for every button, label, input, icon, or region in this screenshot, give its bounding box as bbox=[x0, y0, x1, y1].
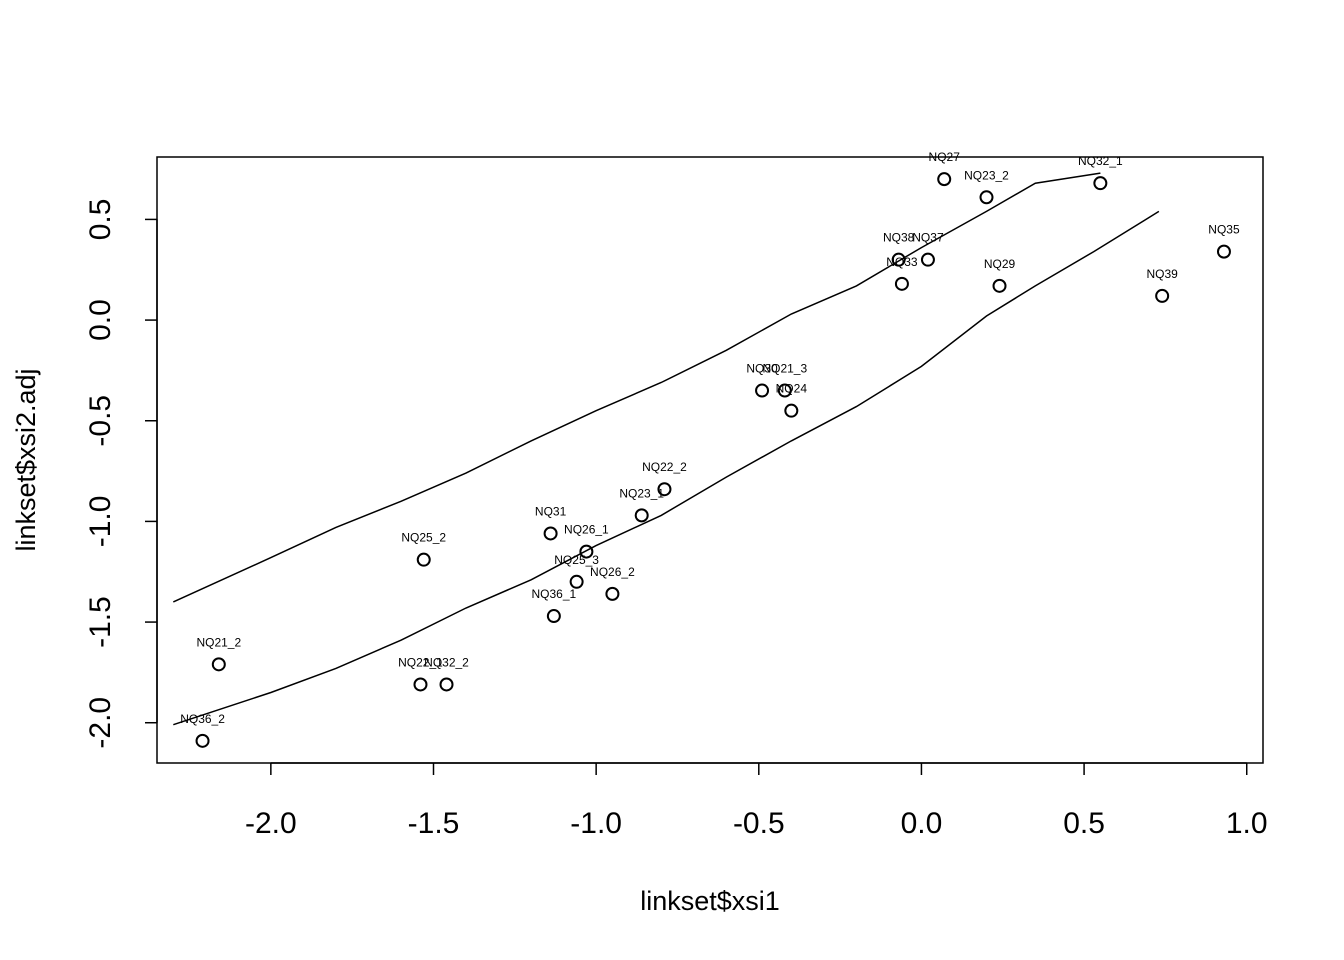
data-point bbox=[1093, 176, 1108, 191]
data-point bbox=[416, 552, 431, 567]
point-label: NQ25_2 bbox=[401, 531, 446, 545]
data-point bbox=[195, 733, 210, 748]
data-point bbox=[439, 677, 454, 692]
x-tick-label: -2.0 bbox=[245, 807, 297, 840]
data-point bbox=[1155, 288, 1170, 303]
point-label: NQ32_2 bbox=[424, 655, 469, 669]
y-tick-label: -1.5 bbox=[84, 596, 117, 648]
regression-lines bbox=[172, 172, 1160, 726]
point-label: NQ36_1 bbox=[532, 587, 577, 601]
point-label: NQ37 bbox=[912, 231, 944, 245]
data-point bbox=[777, 383, 792, 398]
point-label: NQ24 bbox=[776, 382, 808, 396]
point-label: NQ35 bbox=[1208, 223, 1240, 237]
x-tick-label: -1.5 bbox=[408, 807, 460, 840]
x-axis: -2.0 -1.5 -1.0 -0.5 0.0 0.5 1.0 bbox=[245, 762, 1268, 840]
point-label: NQ21_2 bbox=[196, 635, 241, 649]
data-point bbox=[979, 190, 994, 205]
x-tick-label: -0.5 bbox=[733, 807, 785, 840]
data-point bbox=[1216, 244, 1231, 259]
data-point bbox=[891, 252, 906, 267]
data-point bbox=[211, 657, 226, 672]
data-point bbox=[992, 278, 1007, 293]
data-point bbox=[569, 574, 584, 589]
data-point bbox=[920, 252, 935, 267]
point-label: NQ26_1 bbox=[564, 523, 609, 537]
y-tick-label: -2.0 bbox=[84, 697, 117, 749]
point-label: NQ32_1 bbox=[1078, 154, 1123, 168]
data-point bbox=[634, 508, 649, 523]
x-tick-label: 0.5 bbox=[1063, 807, 1105, 840]
data-point bbox=[894, 276, 909, 291]
point-label: NQ25_3 bbox=[554, 553, 599, 567]
point-label: NQ27 bbox=[929, 150, 961, 164]
y-axis: -2.0 -1.5 -1.0 -0.5 0.0 0.5 bbox=[84, 199, 158, 749]
data-point bbox=[605, 586, 620, 601]
y-tick-label: -1.0 bbox=[84, 496, 117, 548]
point-label: NQ21_3 bbox=[762, 362, 807, 376]
y-tick-label: 0.5 bbox=[84, 199, 117, 241]
point-label: NQ30 bbox=[746, 362, 778, 376]
point-label: NQ31 bbox=[535, 504, 567, 518]
y-tick-label: -0.5 bbox=[84, 395, 117, 447]
line-1 bbox=[173, 210, 1160, 726]
data-point bbox=[546, 609, 561, 624]
point-label: NQ36_2 bbox=[180, 712, 225, 726]
plot-frame bbox=[156, 156, 1264, 764]
point-label: NQ29 bbox=[984, 257, 1016, 271]
y-axis-title: linkset$xsi2.adj bbox=[11, 368, 41, 551]
data-point bbox=[543, 526, 558, 541]
y-tick-label: 0.0 bbox=[84, 299, 117, 341]
point-label: NQ22_1 bbox=[398, 655, 443, 669]
line-2 bbox=[172, 172, 1101, 603]
point-label: NQ38 bbox=[883, 231, 915, 245]
point-label: NQ22_2 bbox=[642, 460, 687, 474]
data-point bbox=[579, 544, 594, 559]
point-label: NQ23_1 bbox=[619, 486, 664, 500]
data-point bbox=[413, 677, 428, 692]
point-label: NQ39 bbox=[1146, 267, 1178, 281]
data-point bbox=[755, 383, 770, 398]
x-tick-label: 0.0 bbox=[901, 807, 943, 840]
x-axis-title: linkset$xsi1 bbox=[640, 886, 780, 916]
data-point bbox=[937, 172, 952, 187]
point-label: NQ23_2 bbox=[964, 168, 1009, 182]
point-label: NQ33 bbox=[886, 255, 918, 269]
point-label: NQ26_2 bbox=[590, 565, 635, 579]
x-tick-label: -1.0 bbox=[570, 807, 622, 840]
x-tick-label: 1.0 bbox=[1226, 807, 1268, 840]
data-point bbox=[784, 403, 799, 418]
data-point bbox=[657, 482, 672, 497]
